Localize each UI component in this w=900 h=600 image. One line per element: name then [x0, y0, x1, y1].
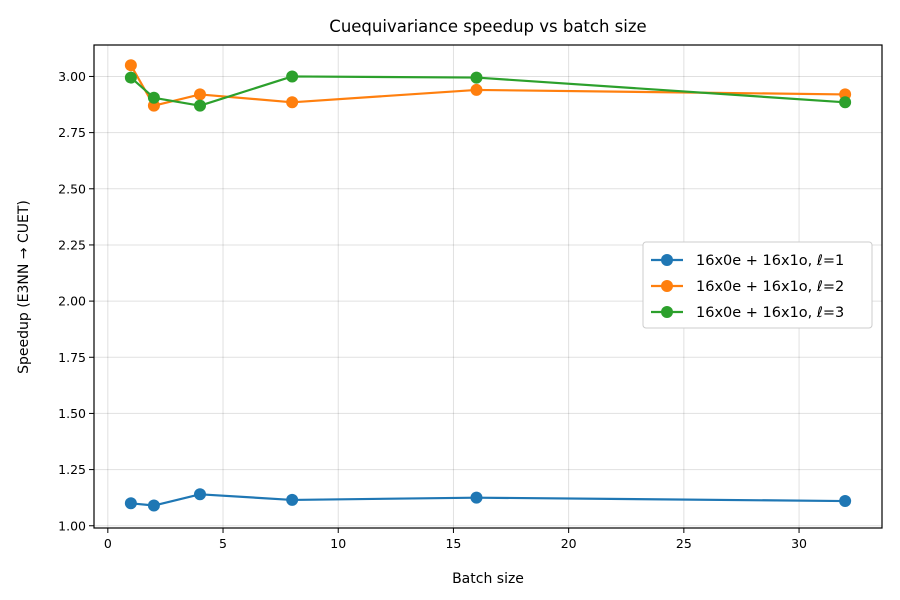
chart-title: Cuequivariance speedup vs batch size [329, 17, 646, 36]
data-point [470, 491, 483, 504]
legend-marker [661, 254, 673, 266]
series-1 [124, 488, 852, 512]
x-tick-label: 10 [330, 536, 346, 551]
y-axis-label: Speedup (E3NN → CUET) [16, 200, 32, 374]
data-point [193, 88, 206, 101]
data-point [193, 99, 206, 112]
y-tick-label: 1.75 [58, 350, 86, 365]
legend-label: 16x0e + 16x1o, ℓ=2 [696, 279, 844, 295]
x-tick-label: 30 [791, 536, 807, 551]
legend-marker [661, 280, 673, 292]
data-point [124, 59, 137, 72]
legend-label: 16x0e + 16x1o, ℓ=3 [696, 305, 844, 321]
y-tick-label: 1.00 [58, 518, 86, 533]
data-point [286, 70, 299, 83]
x-tick-label: 0 [104, 536, 112, 551]
y-tick-label: 1.50 [58, 406, 86, 421]
x-axis-label: Batch size [452, 571, 524, 587]
series-layer [124, 59, 852, 512]
x-tick-label: 15 [445, 536, 461, 551]
x-tick-label: 20 [561, 536, 577, 551]
data-point [839, 495, 852, 508]
y-axis-ticks: 1.00 1.25 1.50 1.75 2.00 2.25 2.50 2.75 3.00 [58, 69, 94, 533]
data-point [286, 493, 299, 506]
y-tick-label: 2.00 [58, 294, 86, 309]
x-tick-label: 25 [676, 536, 692, 551]
data-point [839, 96, 852, 109]
grid-lines [94, 45, 882, 528]
data-point [286, 96, 299, 109]
y-tick-label: 2.25 [58, 237, 86, 252]
series-3 [124, 70, 852, 112]
data-point [193, 488, 206, 501]
data-point [147, 91, 160, 104]
legend-marker [661, 306, 673, 318]
data-point [470, 71, 483, 84]
y-tick-label: 3.00 [58, 69, 86, 84]
y-tick-label: 2.50 [58, 181, 86, 196]
x-axis-ticks: 0 5 10 15 20 25 30 [104, 528, 807, 551]
data-point [470, 83, 483, 96]
legend-box [642, 241, 873, 329]
legend: 16x0e + 16x1o, ℓ=1 16x0e + 16x1o, ℓ=2 16x0… [642, 241, 873, 329]
data-point [124, 71, 137, 84]
x-tick-label: 5 [219, 536, 227, 551]
data-point [124, 497, 137, 510]
legend-label: 16x0e + 16x1o, ℓ=1 [696, 253, 844, 269]
data-point [147, 499, 160, 512]
plot-frame [93, 44, 883, 529]
y-tick-label: 2.75 [58, 125, 86, 140]
y-tick-label: 1.25 [58, 462, 86, 477]
